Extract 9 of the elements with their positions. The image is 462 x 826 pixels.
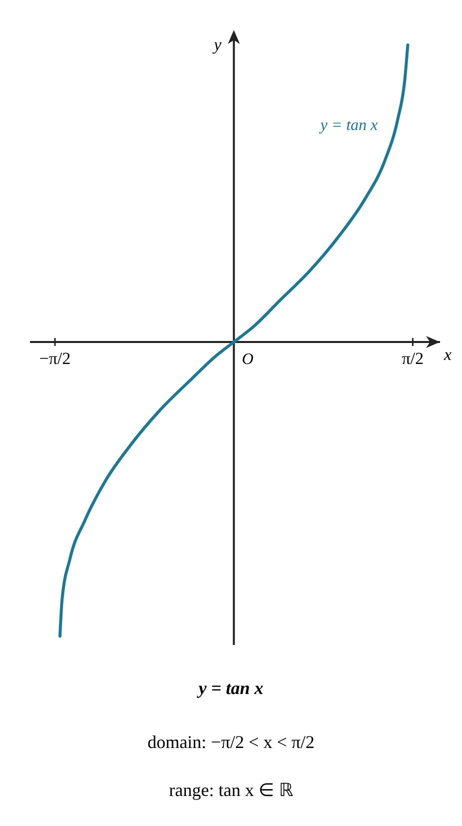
annotation: O (242, 351, 254, 368)
text: domain: −π/2 < x < π/2 (147, 732, 315, 752)
x-tick-label: −π/2 (39, 349, 71, 368)
y-axis-title: y (212, 35, 222, 54)
series-label: y = tan x (318, 117, 378, 134)
x-axis-title: x (443, 345, 452, 364)
text: range: tan x ∈ ℝ (169, 780, 293, 800)
text: y = tan x (196, 678, 264, 698)
x-tick-label: π/2 (402, 349, 424, 368)
